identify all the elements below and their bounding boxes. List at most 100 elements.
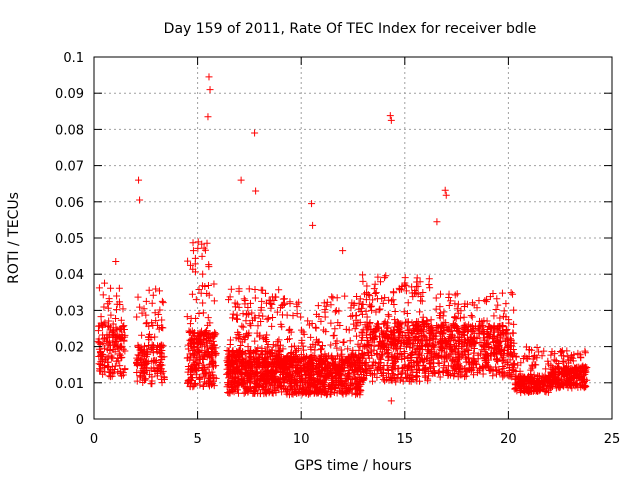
data-point [564, 359, 572, 367]
data-point [347, 304, 355, 312]
data-point [298, 375, 306, 383]
data-point [293, 383, 301, 391]
data-point [360, 373, 368, 381]
data-point [240, 295, 248, 303]
data-point [473, 333, 481, 341]
data-point [156, 349, 164, 357]
x-tick-labels: 0 5 10 15 20 25 [90, 432, 620, 447]
y-tick-label: 0.03 [55, 304, 84, 319]
data-point [368, 329, 376, 337]
data-point [134, 341, 142, 349]
data-point [188, 335, 196, 343]
data-point [383, 322, 391, 330]
data-point [444, 325, 452, 333]
data-point [394, 349, 402, 357]
y-axis-title: ROTI / TECUs [6, 192, 22, 284]
data-point [442, 339, 450, 346]
data-point [508, 373, 516, 381]
data-point [318, 345, 326, 353]
data-point [498, 289, 506, 297]
data-point [485, 366, 493, 374]
data-point [460, 325, 468, 333]
data-point [383, 375, 391, 383]
data-point [330, 362, 338, 370]
data-point [436, 314, 444, 322]
data-point [486, 293, 494, 301]
data-point [358, 361, 366, 369]
data-point [439, 335, 447, 343]
data-point [392, 378, 400, 386]
data-point [421, 321, 429, 329]
data-point [397, 328, 405, 336]
data-point [332, 307, 340, 315]
data-point [540, 384, 548, 392]
data-point [403, 365, 411, 373]
data-point [95, 284, 103, 292]
data-point [422, 366, 430, 374]
data-point [509, 290, 517, 298]
data-point [427, 316, 435, 324]
data-point [233, 315, 241, 323]
data-point [309, 221, 317, 229]
data-point [376, 278, 384, 286]
data-point [454, 300, 462, 308]
data-point [204, 348, 212, 356]
data-point [429, 370, 437, 378]
data-point [493, 343, 501, 351]
data-point [409, 330, 417, 338]
data-point [385, 296, 393, 304]
data-point [547, 351, 555, 359]
data-point [258, 347, 266, 355]
data-point [441, 186, 449, 194]
data-point [101, 279, 109, 287]
data-point [352, 312, 360, 320]
data-point [377, 352, 385, 360]
data-point [321, 355, 329, 363]
data-point [313, 377, 321, 385]
data-point [286, 383, 294, 391]
data-point [542, 374, 550, 382]
data-point [370, 342, 378, 350]
data-point [136, 303, 144, 311]
data-point [246, 299, 254, 307]
data-point [510, 320, 518, 328]
data-point [204, 314, 212, 322]
data-point [406, 351, 414, 359]
data-point [264, 355, 272, 363]
data-point [155, 342, 163, 350]
data-point [236, 346, 244, 354]
data-point [139, 378, 147, 386]
data-point [429, 332, 437, 340]
data-point [345, 326, 353, 334]
data-point [470, 371, 478, 379]
data-point [358, 350, 366, 358]
data-point [533, 344, 541, 352]
data-point [246, 378, 254, 386]
data-point [384, 311, 392, 319]
data-point [142, 297, 150, 305]
data-point [347, 312, 355, 320]
data-point [556, 383, 564, 391]
data-point [581, 349, 589, 357]
data-point [271, 355, 279, 363]
data-point [327, 383, 335, 391]
data-point [447, 341, 455, 349]
data-point [373, 349, 381, 357]
data-point [362, 296, 370, 304]
data-point [196, 373, 204, 381]
data-point [149, 349, 157, 357]
data-point [150, 364, 158, 372]
data-point [403, 318, 411, 326]
data-point [319, 372, 327, 380]
data-point [120, 337, 128, 345]
data-point [229, 346, 237, 354]
data-point [372, 289, 380, 297]
data-point [573, 364, 581, 372]
data-point [254, 322, 262, 330]
data-point [455, 353, 463, 361]
data-point [334, 377, 342, 385]
x-axis-title: GPS time / hours [294, 458, 411, 474]
data-point [507, 289, 515, 297]
data-point [505, 367, 513, 375]
